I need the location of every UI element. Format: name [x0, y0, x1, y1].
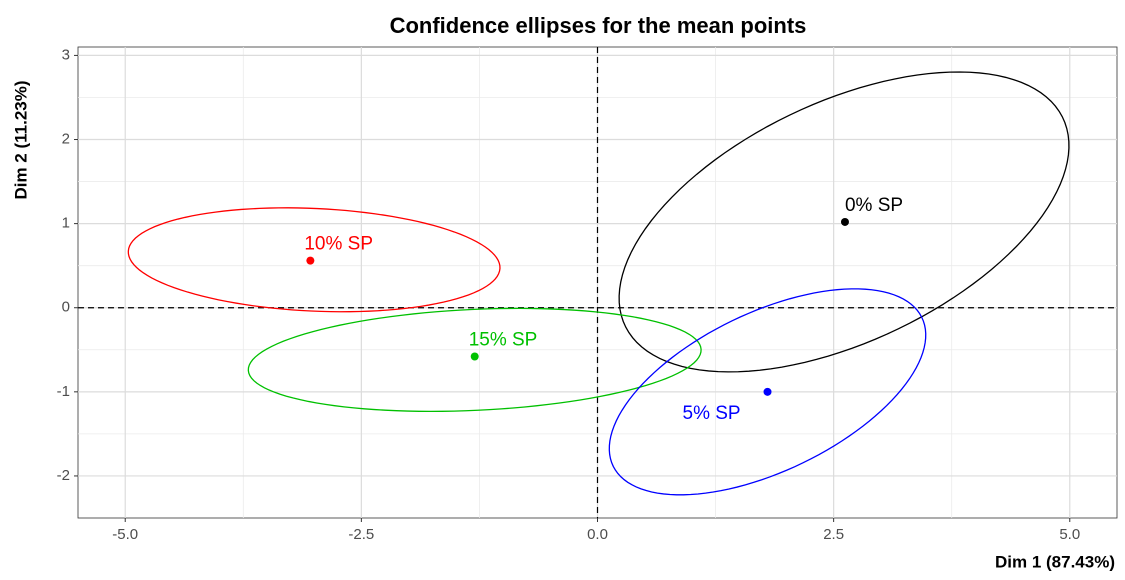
x-tick-label: -5.0 [112, 526, 138, 543]
mean-point [306, 256, 315, 265]
x-tick-label: 2.5 [823, 526, 844, 543]
mean-point [840, 217, 849, 226]
mean-point [470, 352, 479, 361]
x-axis-title: Dim 1 (87.43%) [995, 552, 1115, 571]
confidence-ellipse [608, 288, 927, 496]
y-tick-label: 2 [62, 130, 70, 147]
y-tick-label: 3 [62, 46, 70, 63]
point-label: 10% SP [304, 234, 373, 255]
y-tick-label: 1 [62, 215, 70, 232]
point-label: 5% SP [683, 403, 741, 424]
mean-point [763, 387, 772, 396]
y-tick-label: -2 [57, 467, 70, 484]
confidence-ellipse [247, 307, 702, 413]
x-tick-label: 5.0 [1059, 526, 1080, 543]
confidence-ellipse [618, 71, 1070, 373]
point-label: 15% SP [469, 330, 538, 351]
chart-title: Confidence ellipses for the mean points [390, 13, 807, 38]
point-label: 0% SP [845, 195, 903, 216]
y-tick-label: 0 [62, 299, 70, 316]
y-tick-label: -1 [57, 383, 70, 400]
x-tick-label: 0.0 [587, 526, 608, 543]
x-tick-label: -2.5 [348, 526, 374, 543]
confidence-ellipse [127, 207, 501, 313]
y-axis-title: Dim 2 (11.23%) [11, 80, 30, 199]
